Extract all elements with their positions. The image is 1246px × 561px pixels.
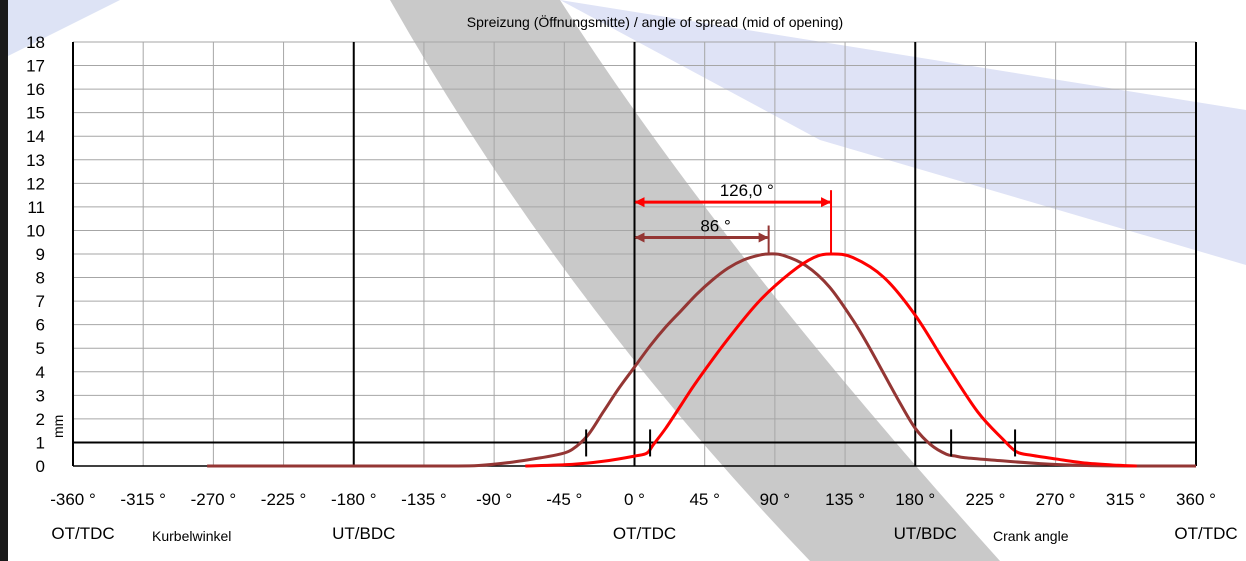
x-tick-label: 315 °: [1106, 490, 1146, 509]
x-tick-label: -360 °: [50, 490, 96, 509]
x-tick-label: 0 °: [624, 490, 645, 509]
y-tick-label: 18: [26, 33, 45, 52]
y-tick-label: 8: [36, 269, 45, 288]
series-layer: [207, 252, 1197, 468]
x-axis-label-left: Kurbelwinkel: [152, 528, 231, 544]
chart-grid: [72, 41, 1197, 467]
x-tick-label: -225 °: [261, 490, 307, 509]
x-tick-label: -315 °: [120, 490, 166, 509]
y-tick-label: 1: [36, 433, 45, 452]
x-tick-label: -180 °: [331, 490, 377, 509]
y-tick-label: 6: [36, 316, 45, 335]
y-tick-label: 11: [27, 198, 45, 217]
y-tick-label: 13: [26, 151, 45, 170]
annotation-layer: 126,0 ° 86 °: [634, 181, 833, 254]
y-tick-label: 14: [26, 127, 45, 146]
position-label: OT/TDC: [1174, 524, 1237, 543]
y-tick-label: 12: [26, 174, 45, 193]
x-tick-label: 180 °: [895, 490, 935, 509]
y-tick-label: 15: [26, 104, 45, 123]
y-tick-label: 2: [36, 410, 45, 429]
y-tick-label: 10: [26, 221, 45, 240]
y-tick-label: 16: [26, 80, 45, 99]
x-tick-label: -45 °: [546, 490, 582, 509]
y-tick-label: 7: [36, 292, 45, 311]
y-tick-label: 4: [36, 363, 45, 382]
series-line-1: [525, 252, 1137, 468]
y-tick-label: 5: [36, 339, 45, 358]
y-tick-label: 0: [36, 457, 45, 476]
x-tick-label: 135 °: [825, 490, 865, 509]
x-tick-label: 225 °: [965, 490, 1005, 509]
x-tick-label: 270 °: [1036, 490, 1076, 509]
text-layer: Spreizung (Öffnungsmitte) / angle of spr…: [26, 13, 1238, 544]
spread-label: 126,0 °: [720, 181, 774, 200]
position-label: OT/TDC: [613, 524, 676, 543]
position-label: UT/BDC: [332, 524, 395, 543]
x-tick-label: -270 °: [191, 490, 237, 509]
x-tick-label: 90 °: [760, 490, 790, 509]
y-tick-label: 3: [36, 386, 45, 405]
x-tick-label: -135 °: [401, 490, 447, 509]
position-label: UT/BDC: [894, 524, 957, 543]
y-tick-label: 9: [36, 245, 45, 264]
y-axis-label: mm: [50, 415, 66, 438]
y-tick-label: 17: [26, 57, 45, 76]
x-tick-label: 45 °: [689, 490, 719, 509]
position-label: OT/TDC: [51, 524, 114, 543]
x-tick-label: 360 °: [1176, 490, 1216, 509]
chart-title: Spreizung (Öffnungsmitte) / angle of spr…: [467, 13, 843, 30]
x-tick-label: -90 °: [476, 490, 512, 509]
x-axis-label-right: Crank angle: [993, 528, 1069, 544]
spread-label: 86 °: [700, 217, 730, 236]
